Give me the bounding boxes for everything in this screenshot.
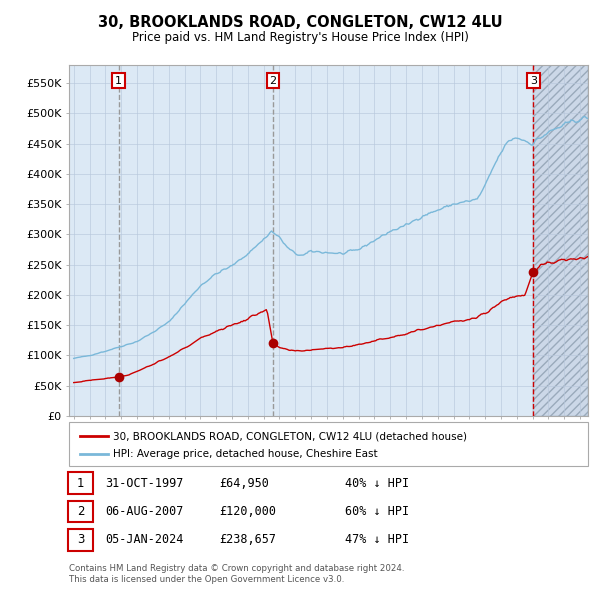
Text: 2: 2: [77, 505, 84, 518]
Bar: [533, 65, 588, 416]
Text: 40% ↓ HPI: 40% ↓ HPI: [345, 477, 409, 490]
Text: HPI: Average price, detached house, Cheshire East: HPI: Average price, detached house, Ches…: [113, 449, 377, 458]
Text: Contains HM Land Registry data © Crown copyright and database right 2024.: Contains HM Land Registry data © Crown c…: [69, 565, 404, 573]
Text: £64,950: £64,950: [219, 477, 269, 490]
Text: 2: 2: [269, 76, 277, 86]
Text: £238,657: £238,657: [219, 533, 276, 546]
Text: 31-OCT-1997: 31-OCT-1997: [105, 477, 184, 490]
Text: 1: 1: [77, 477, 84, 490]
Text: 3: 3: [530, 76, 537, 86]
Text: 30, BROOKLANDS ROAD, CONGLETON, CW12 4LU: 30, BROOKLANDS ROAD, CONGLETON, CW12 4LU: [98, 15, 502, 30]
Text: 60% ↓ HPI: 60% ↓ HPI: [345, 505, 409, 518]
Text: This data is licensed under the Open Government Licence v3.0.: This data is licensed under the Open Gov…: [69, 575, 344, 584]
Text: 30, BROOKLANDS ROAD, CONGLETON, CW12 4LU (detached house): 30, BROOKLANDS ROAD, CONGLETON, CW12 4LU…: [113, 431, 467, 441]
Text: 06-AUG-2007: 06-AUG-2007: [105, 505, 184, 518]
Text: 05-JAN-2024: 05-JAN-2024: [105, 533, 184, 546]
Text: 1: 1: [115, 76, 122, 86]
Text: 3: 3: [77, 533, 84, 546]
Text: Price paid vs. HM Land Registry's House Price Index (HPI): Price paid vs. HM Land Registry's House …: [131, 31, 469, 44]
Text: £120,000: £120,000: [219, 505, 276, 518]
Text: 47% ↓ HPI: 47% ↓ HPI: [345, 533, 409, 546]
